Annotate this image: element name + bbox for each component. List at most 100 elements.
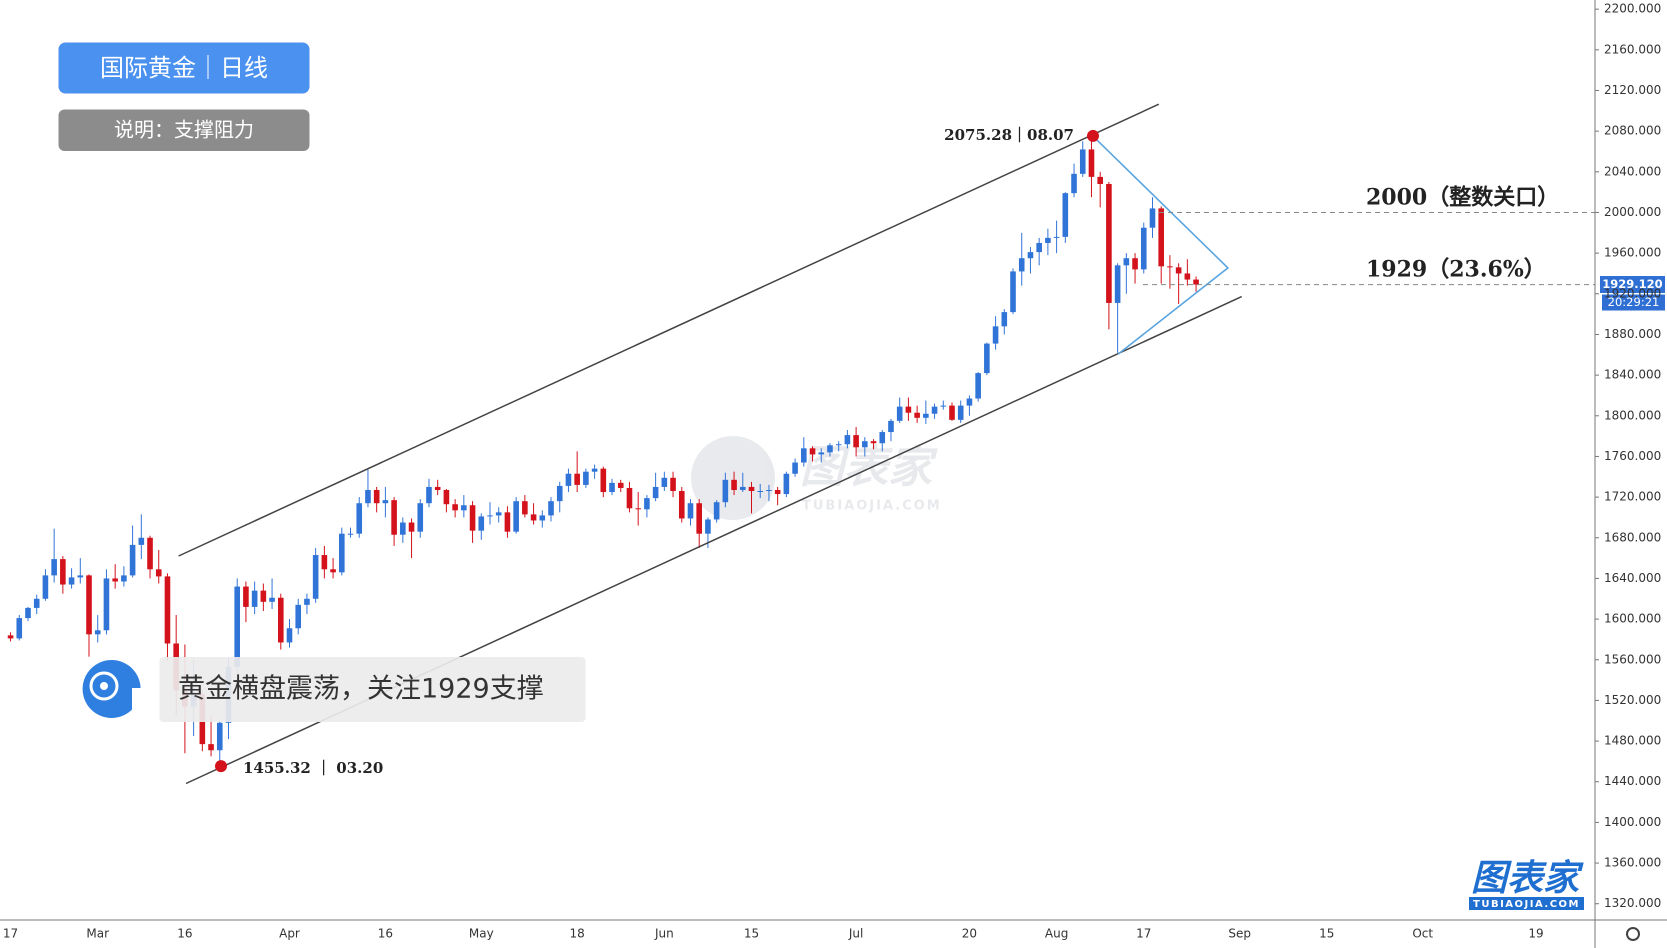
candle-body [382, 500, 389, 504]
candle-body [33, 598, 40, 608]
watermark: 图表家 TUBIAOJIA.COM [691, 436, 940, 520]
candle-body [652, 486, 659, 499]
y-tick-label: 1680.000 [1604, 530, 1661, 544]
candle-body [870, 441, 877, 444]
candle-body [495, 512, 502, 516]
annotation: 1455.32 ｜ 03.20 [243, 759, 383, 777]
candle-body [957, 405, 964, 420]
y-tick-label: 1760.000 [1604, 449, 1661, 463]
candle-body [844, 435, 851, 445]
candle-body [216, 722, 223, 751]
candle-body [426, 486, 432, 504]
y-tick-label: 2000.000 [1604, 205, 1661, 219]
price-tag-label: 1929.120 [1602, 277, 1662, 291]
timer: 20:29:21 [1608, 295, 1660, 309]
candle-body [443, 489, 450, 505]
candle-body [417, 503, 424, 532]
title-box [58, 42, 310, 94]
candle-body [1071, 173, 1077, 194]
candle-body [914, 412, 920, 418]
triangle [1092, 135, 1230, 355]
y-tick-label: 1320.000 [1604, 896, 1661, 910]
x-tick-label: 15 [744, 927, 759, 941]
candle-body [1184, 273, 1191, 280]
candle-body [452, 504, 458, 511]
candle-body [626, 487, 633, 509]
candle-body [853, 435, 859, 448]
candle-body [373, 489, 380, 504]
x-tick-label: Mar [86, 927, 109, 941]
candle-body [356, 503, 363, 534]
candle-body [644, 498, 650, 510]
candle-body [339, 533, 345, 573]
annotation: 2075.28｜08.07 [944, 126, 1074, 144]
watermark-logo [691, 436, 775, 520]
candle-body [670, 477, 676, 492]
candle-body [617, 482, 624, 488]
candle-body [103, 578, 110, 631]
y-tick-label: 1720.000 [1604, 490, 1661, 504]
y-tick-label: 2080.000 [1604, 124, 1661, 138]
logo-text: 图表家 [1471, 858, 1584, 899]
x-tick-label: 16 [177, 927, 192, 941]
candle-body [940, 405, 947, 407]
candle-body [556, 485, 563, 502]
candle-body [155, 569, 162, 577]
candle-body [984, 343, 990, 374]
candle-body [16, 618, 23, 639]
candle-body [1001, 312, 1008, 327]
candle-body [147, 537, 153, 570]
timer-box [1602, 294, 1665, 311]
candle-body [696, 503, 703, 534]
candle-body [260, 590, 267, 602]
y-tick-label: 2160.000 [1604, 42, 1661, 56]
y-tick-label: 1640.000 [1604, 571, 1661, 585]
candle-body [138, 537, 145, 545]
chart-subtitle: 说明：支撑阻力 [114, 118, 254, 142]
candle-body [1062, 193, 1069, 237]
logo-url: TUBIAOJIA.COM [1473, 899, 1580, 910]
candle-body [513, 501, 519, 532]
y-tick-label: 1840.000 [1604, 368, 1661, 382]
candle-body [678, 491, 685, 519]
candle-body [269, 597, 275, 602]
settings-gear[interactable] [1626, 927, 1640, 941]
candle-body [461, 505, 467, 511]
candle-body [312, 555, 319, 599]
candle-body [304, 598, 310, 605]
candle-body [687, 503, 694, 519]
candle-body [1053, 236, 1060, 238]
candle-body [818, 452, 825, 455]
candle-body [1036, 242, 1042, 253]
x-tick-label: Aug [1045, 927, 1068, 941]
watermark-text: 图表家 [800, 442, 938, 493]
candle-body [792, 462, 798, 474]
plot [7, 135, 1199, 767]
candle-body [801, 448, 807, 463]
candle-body [1088, 149, 1095, 177]
logo-detail [89, 671, 119, 701]
y-tick-label: 2040.000 [1604, 164, 1661, 178]
candle-body [1027, 252, 1034, 259]
candle-body [1167, 266, 1173, 268]
candle-body [1140, 227, 1147, 270]
logo-band [1469, 897, 1584, 910]
candle-body [705, 519, 711, 534]
y-tick-label: 1560.000 [1604, 652, 1661, 666]
candle-body [7, 635, 14, 639]
candle-body [42, 575, 49, 599]
candle-body [574, 473, 580, 485]
caption-box [159, 657, 586, 722]
candle-body [1045, 237, 1051, 243]
caption: 黄金横盘震荡，关注1929支撑 [178, 674, 544, 705]
candle-body [583, 471, 589, 485]
logo: 图表家 TUBIAOJIA.COM [1469, 858, 1584, 910]
settings-icon[interactable] [1626, 927, 1640, 941]
x-tick-label: 17 [3, 927, 18, 941]
candle-body [905, 406, 912, 413]
candle-body [923, 413, 929, 418]
candle-body [60, 559, 66, 585]
